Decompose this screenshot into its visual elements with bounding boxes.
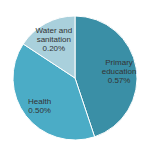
svg-text:Primaryeducation0.57%: Primaryeducation0.57% [102,57,137,84]
svg-text:Health0.50%: Health0.50% [28,96,51,114]
svg-text:Water andsanitation0.20%: Water andsanitation0.20% [36,25,73,52]
